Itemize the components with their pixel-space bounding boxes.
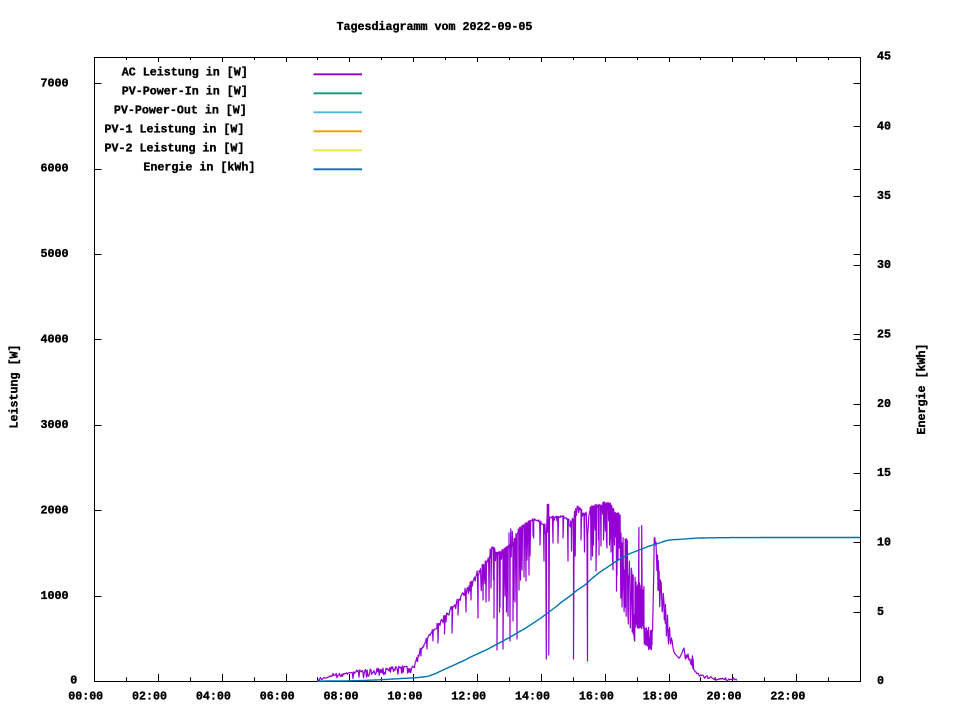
svg-text:45: 45 (877, 50, 891, 64)
svg-text:Leistung [W]: Leistung [W] (8, 345, 22, 429)
svg-text:PV-Power-In in [W]: PV-Power-In in [W] (122, 84, 248, 98)
svg-text:4000: 4000 (41, 333, 69, 347)
svg-text:20: 20 (877, 397, 891, 411)
svg-text:04:00: 04:00 (196, 689, 231, 703)
svg-text:PV-2 Leistung in [W]: PV-2 Leistung in [W] (105, 141, 245, 155)
svg-text:Tagesdiagramm vom 2022-09-05: Tagesdiagramm vom 2022-09-05 (337, 20, 533, 34)
svg-text:7000: 7000 (41, 76, 69, 90)
svg-text:35: 35 (877, 189, 891, 203)
svg-text:2000: 2000 (41, 503, 69, 517)
svg-text:Energie [kWh]: Energie [kWh] (915, 344, 929, 435)
svg-text:PV-1 Leistung in [W]: PV-1 Leistung in [W] (105, 122, 245, 136)
svg-text:10:00: 10:00 (387, 689, 422, 703)
svg-text:20:00: 20:00 (707, 689, 742, 703)
svg-text:14:00: 14:00 (515, 689, 550, 703)
svg-text:16:00: 16:00 (579, 689, 614, 703)
svg-text:5: 5 (877, 605, 884, 619)
svg-text:40: 40 (877, 120, 891, 134)
svg-text:12:00: 12:00 (451, 689, 486, 703)
svg-text:30: 30 (877, 258, 891, 272)
svg-text:22:00: 22:00 (770, 689, 805, 703)
svg-text:AC Leistung in [W]: AC Leistung in [W] (122, 65, 248, 79)
svg-text:3000: 3000 (41, 418, 69, 432)
svg-text:PV-Power-Out in [W]: PV-Power-Out in [W] (114, 103, 247, 117)
svg-text:15: 15 (877, 466, 891, 480)
svg-text:1000: 1000 (41, 589, 69, 603)
svg-text:00:00: 00:00 (68, 689, 103, 703)
svg-text:06:00: 06:00 (260, 689, 295, 703)
svg-text:5000: 5000 (41, 247, 69, 261)
svg-text:0: 0 (877, 674, 884, 688)
svg-text:08:00: 08:00 (324, 689, 359, 703)
svg-text:0: 0 (70, 674, 77, 688)
svg-text:02:00: 02:00 (132, 689, 167, 703)
svg-text:6000: 6000 (41, 162, 69, 176)
svg-text:10: 10 (877, 536, 891, 550)
svg-text:25: 25 (877, 328, 891, 342)
svg-text:18:00: 18:00 (643, 689, 678, 703)
svg-text:Energie in [kWh]: Energie in [kWh] (143, 160, 255, 174)
